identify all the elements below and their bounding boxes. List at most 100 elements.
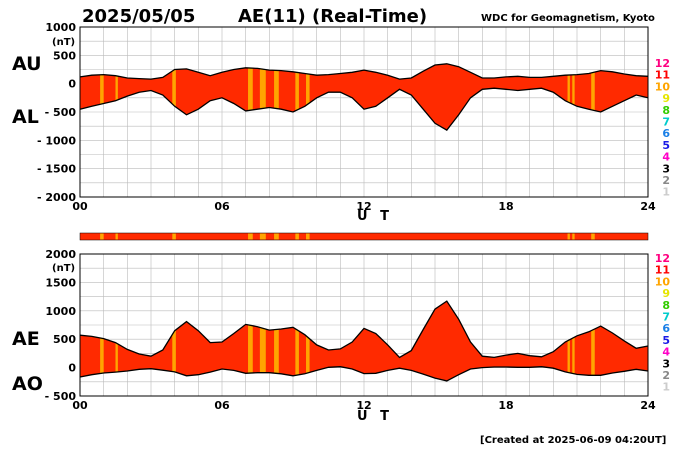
- station-count-label: 2: [662, 369, 670, 382]
- station-count-label: 12: [655, 57, 670, 70]
- upper-area: [79, 63, 649, 131]
- x-tick-label: 00: [72, 399, 88, 412]
- station-count-label: 5: [662, 334, 670, 347]
- station-count-label: 4: [662, 151, 670, 164]
- coverage-highlight: [572, 233, 575, 240]
- series-line-ao: [79, 366, 649, 382]
- highlight-span: [591, 63, 595, 131]
- label-al: AL: [12, 106, 39, 128]
- station-count-label: 3: [662, 357, 670, 370]
- station-count-label: 2: [662, 174, 670, 187]
- highlight-span: [172, 63, 176, 131]
- station-count-label: 5: [662, 139, 670, 152]
- lower-xticks: 00 06 12 18 24: [72, 399, 656, 412]
- lower-unit-label: (nT): [52, 263, 75, 274]
- y-tick-label: - 1500: [37, 163, 76, 176]
- data-source: WDC for Geomagnetism, Kyoto: [481, 13, 655, 24]
- lower-yticks: 2000 1500 1000 500 0 - 500: [45, 248, 77, 403]
- highlight-span: [295, 63, 299, 131]
- upper-panel: AU AL (nT) U T 1000 500 0 - 500 - 1000 - 1500…: [12, 21, 656, 224]
- y-tick-label: 500: [53, 333, 76, 346]
- x-tick-label: 06: [214, 399, 230, 412]
- coverage-highlight: [259, 233, 266, 240]
- y-tick-label: - 500: [45, 106, 77, 119]
- x-tick-label: 12: [356, 399, 371, 412]
- coverage-highlight: [274, 233, 279, 240]
- upper-xlabel: U T: [357, 209, 393, 224]
- station-count-label: 7: [662, 311, 670, 324]
- coverage-highlight: [591, 233, 595, 240]
- station-count-label: 9: [662, 92, 670, 105]
- y-tick-label: 2000: [45, 248, 76, 261]
- x-tick-label: 12: [356, 200, 371, 213]
- y-tick-label: - 2000: [37, 191, 76, 204]
- station-count-label: 1: [662, 186, 670, 199]
- station-count-label: 10: [655, 275, 671, 288]
- coverage-highlight: [306, 233, 310, 240]
- upper-yticks: 1000 500 0 - 500 - 1000 - 1500 - 2000: [37, 21, 76, 204]
- chart-date: 2025/05/05: [82, 6, 195, 27]
- y-tick-label: 0: [68, 78, 76, 91]
- coverage-highlight: [248, 233, 253, 240]
- highlight-span: [172, 301, 176, 381]
- coverage-strip: [79, 232, 649, 241]
- highlight-span: [295, 301, 299, 381]
- x-tick-label: 18: [498, 399, 513, 412]
- lower-area: [79, 300, 649, 382]
- upper-grid: [79, 26, 649, 198]
- highlight-span: [306, 63, 310, 131]
- x-tick-label: 18: [498, 200, 513, 213]
- y-tick-label: - 1000: [37, 134, 76, 147]
- y-tick-label: - 500: [45, 390, 77, 403]
- station-count-label: 7: [662, 116, 670, 129]
- lower-band: [80, 301, 648, 381]
- highlight-span: [259, 63, 266, 131]
- x-tick-label: 24: [640, 399, 656, 412]
- station-count-label: 12: [655, 252, 670, 265]
- y-tick-label: 1000: [45, 305, 76, 318]
- lower-grid: [79, 253, 649, 397]
- highlight-span: [274, 63, 279, 131]
- y-tick-label: 500: [53, 49, 76, 62]
- y-tick-label: 1000: [45, 21, 76, 34]
- station-count-label: 10: [655, 80, 671, 93]
- upper-band: [80, 63, 648, 131]
- upper-frame: [79, 26, 649, 198]
- highlight-span: [572, 63, 575, 131]
- highlight-span: [248, 63, 253, 131]
- y-tick-label: 0: [68, 362, 76, 375]
- highlight-span: [306, 301, 310, 381]
- highlight-span: [100, 63, 104, 131]
- station-count-label: 11: [655, 69, 670, 82]
- station-count-label: 11: [655, 264, 670, 277]
- upper-highlights: [100, 63, 595, 131]
- highlight-span: [567, 63, 570, 131]
- highlight-span: [259, 301, 266, 381]
- highlight-span: [100, 301, 104, 381]
- label-ae: AE: [12, 328, 40, 350]
- series-line-ae: [79, 300, 649, 359]
- highlight-span: [115, 63, 118, 131]
- x-tick-label: 06: [214, 200, 230, 213]
- x-tick-label: 24: [640, 200, 656, 213]
- highlight-span: [274, 301, 279, 381]
- highlight-span: [591, 301, 595, 381]
- station-count-label: 8: [662, 299, 670, 312]
- upper-xticks: 00 06 12 18 24: [72, 200, 656, 213]
- y-tick-label: 1500: [45, 276, 76, 289]
- station-count-label: 6: [662, 127, 670, 140]
- coverage-highlight: [295, 233, 299, 240]
- coverage-highlight: [567, 233, 570, 240]
- coverage-highlight: [172, 233, 176, 240]
- station-count-label: 1: [662, 381, 670, 394]
- upper-unit-label: (nT): [52, 37, 75, 48]
- lower-frame: [79, 253, 649, 397]
- station-count-label: 9: [662, 287, 670, 300]
- series-line-au: [79, 63, 649, 80]
- chart-title: AE(11) (Real-Time): [238, 6, 427, 27]
- coverage-highlight: [100, 233, 104, 240]
